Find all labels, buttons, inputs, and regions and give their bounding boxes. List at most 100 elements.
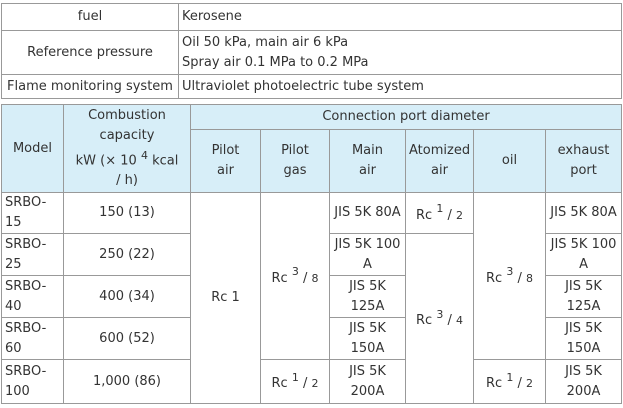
- main-air-line-1: JIS 5K: [349, 363, 386, 379]
- exhaust-line-2: 200A: [566, 383, 601, 399]
- pilot-gas-cell: Rc 3 / 8: [260, 192, 330, 360]
- atomized-fraction: Rc 3 / 4: [416, 307, 463, 329]
- reference-pressure-row: Reference pressure Oil 50 kPa, main air …: [1, 30, 622, 75]
- header-row-1: Model Combustion capacity kW (× 10 4 kca…: [1, 104, 623, 193]
- main-air-line-2: 200A: [350, 383, 385, 399]
- capacity-header-line-1: Combustion: [88, 107, 166, 123]
- main-air-line-2: 150A: [350, 340, 385, 356]
- capacity-header-line-2: capacity: [99, 127, 155, 143]
- table-row: SRBO-15 150 (13) Rc 1 Rc 3 / 8 JIS 5K 80…: [1, 192, 623, 404]
- main-air-line-1: JIS 5K 100: [334, 236, 401, 252]
- pilot-air-header-line-1: Pilot: [211, 143, 240, 158]
- main-air-header-line-2: air: [359, 163, 376, 178]
- capacity-cell: 1,000 (86): [63, 359, 191, 404]
- exhaust-header-line-1: exhaust: [557, 143, 610, 158]
- oil-prefix: Rc: [486, 376, 507, 392]
- conditions-table: fuel Kerosene Reference pressure Oil 50 …: [1, 3, 622, 99]
- oil-cell: Rc 1 / 2: [473, 359, 546, 404]
- pilot-gas-num: 1: [291, 370, 299, 384]
- main-air-header-line-1: Main: [351, 143, 384, 158]
- model-cell: SRBO-60: [1, 317, 64, 360]
- model-cell: SRBO-25: [1, 233, 64, 276]
- capacity-cell: 250 (22): [63, 233, 191, 276]
- exhaust-line-2: A: [579, 256, 588, 272]
- oil-fraction: Rc 3 / 8: [486, 265, 533, 286]
- exhaust-cell: JIS 5K 200A: [544, 359, 623, 404]
- pilot-gas-den: 8: [311, 271, 319, 285]
- main-air-cell: JIS 5K 150A: [329, 317, 406, 360]
- main-air-line-2: 125A: [350, 298, 385, 314]
- atomized-air-header-line-1: Atomized: [409, 143, 471, 158]
- exhaust-line-1: JIS 5K 100: [550, 236, 617, 252]
- connection-header: Connection port diameter: [189, 104, 623, 130]
- main-air-header: Main air: [329, 129, 406, 193]
- atomized-air-header: Atomized air: [405, 129, 474, 193]
- model-cell: SRBO-15: [1, 192, 64, 234]
- exhaust-cell: JIS 5K 125A: [544, 275, 623, 318]
- flame-monitoring-label: Flame monitoring system: [1, 74, 179, 99]
- pilot-gas-prefix: Rc: [271, 270, 292, 286]
- capacity-header: Combustion capacity kW (× 10 4 kcal / h): [63, 104, 191, 193]
- oil-cell: Rc 3 / 8: [473, 192, 546, 360]
- capacity-unit-exp: 4: [140, 148, 148, 162]
- pilot-gas-header-line-1: Pilot: [281, 143, 309, 158]
- header-row-2: Pilot air Pilot gas Main air Atomized air oi…: [2, 129, 623, 193]
- main-air-line-1: JIS 5K: [349, 278, 386, 294]
- model-line-1: SRBO-: [5, 363, 47, 379]
- spec-table: Model Combustion capacity kW (× 10 4 kca…: [1, 104, 623, 404]
- model-line-2: 100: [5, 383, 30, 399]
- exhaust-line-2: 125A: [566, 298, 601, 314]
- oil-den: 8: [525, 271, 533, 285]
- main-air-line-2: A: [363, 256, 372, 272]
- table-row: SRBO-25 250 (22) JIS 5K 100 A Rc 3 / 4 JI…: [1, 233, 623, 404]
- atomized-air-header-line-2: air: [431, 163, 448, 178]
- atomized-num: 3: [436, 307, 444, 321]
- table-row: SRBO- 100 1,000 (86) Rc 1 / 2 JIS 5K 200A …: [1, 359, 623, 404]
- model-cell: SRBO- 100: [1, 359, 64, 404]
- main-air-cell: JIS 5K 200A: [329, 359, 406, 404]
- pilot-air-cell: Rc 1: [190, 192, 261, 404]
- main-air-cell: JIS 5K 125A: [329, 275, 406, 318]
- main-air-line-1: JIS 5K: [349, 320, 386, 336]
- pilot-gas-header: Pilot gas: [260, 129, 330, 193]
- reference-pressure-value: Oil 50 kPa, main air 6 kPa Spray air 0.1…: [178, 30, 622, 75]
- exhaust-cell: JIS 5K 150A: [544, 317, 623, 360]
- pilot-gas-den: 2: [311, 377, 319, 391]
- capacity-header-line-4: / h): [116, 173, 138, 189]
- exhaust-cell: JIS 5K 80A: [544, 192, 623, 234]
- reference-pressure-label: Reference pressure: [1, 30, 179, 75]
- oil-num: 3: [506, 265, 514, 279]
- exhaust-cell: JIS 5K 100 A: [544, 233, 623, 276]
- fuel-value: Kerosene: [178, 3, 622, 31]
- oil-fraction: Rc 1 / 2: [486, 370, 533, 392]
- pilot-gas-cell: Rc 1 / 2: [260, 359, 330, 404]
- exhaust-line-1: JIS 5K: [565, 278, 602, 294]
- fuel-label: fuel: [1, 3, 179, 31]
- exhaust-line-2: 150A: [566, 340, 601, 356]
- table-row: SRBO-40 400 (34) JIS 5K 125A JIS 5K 125A: [1, 275, 623, 318]
- exhaust-line-1: JIS 5K: [565, 320, 602, 336]
- exhaust-header-line-2: port: [570, 163, 597, 178]
- fuel-row: fuel Kerosene: [1, 3, 622, 31]
- pilot-gas-prefix: Rc: [271, 376, 292, 392]
- oil-den: 2: [525, 377, 533, 391]
- main-air-cell: JIS 5K 100 A: [329, 233, 406, 276]
- flame-monitoring-value: Ultraviolet photoelectric tube system: [178, 74, 622, 99]
- exhaust-line-1: JIS 5K: [565, 363, 602, 379]
- flame-monitoring-row: Flame monitoring system Ultraviolet phot…: [1, 74, 622, 99]
- oil-header: oil: [473, 129, 546, 193]
- capacity-cell: 150 (13): [63, 192, 191, 234]
- capacity-cell: 400 (34): [63, 275, 191, 318]
- atomized-num: 1: [436, 202, 444, 216]
- atomized-prefix: Rc: [416, 207, 437, 223]
- model-header: Model: [1, 104, 64, 193]
- atomized-air-cell: Rc 3 / 4: [405, 233, 474, 404]
- capacity-unit-post: kcal: [147, 153, 179, 169]
- exhaust-header: exhaust port: [544, 129, 623, 193]
- reference-pressure-line-2: Spray air 0.1 MPa to 0.2 MPa: [182, 54, 369, 70]
- oil-prefix: Rc: [486, 270, 507, 286]
- atomized-den: 2: [455, 208, 463, 222]
- main-air-cell: JIS 5K 80A: [329, 192, 406, 234]
- pilot-air-header-line-2: air: [217, 163, 234, 178]
- capacity-cell: 600 (52): [63, 317, 191, 360]
